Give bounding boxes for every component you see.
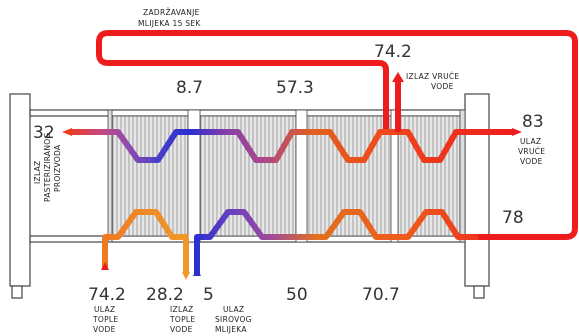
temp-warm-water-in: 74.2 [88,285,126,305]
caption-raw-milk-in-1: ULAZ [223,305,244,314]
caption-pasteurized-out-1: IZLAZ [33,161,42,184]
warm-water-path [102,209,189,272]
caption-raw-milk-in-2: SIROVOG [215,315,252,324]
holding-tube-loop [96,30,578,240]
raw-milk-in-arrow [193,268,201,276]
caption-hot-water-out-1: IZLAZ VRUĆE [406,72,459,81]
temp-raw-milk-in: 5 [203,285,214,305]
caption-warm-water-in-1: ULAZ [94,305,115,314]
holding-label-line2: MLIJEKA 15 SEK [138,19,201,28]
caption-warm-water-in-3: VODE [93,325,116,334]
caption-pasteurized-out-2: PASTERIZIRANOG [43,132,52,202]
temp-mid-top-left: 8.7 [176,78,203,98]
warm-water-out-arrow [182,272,190,280]
temp-pasteurized-out: 32 [33,123,55,143]
caption-hot-water-in-1: ULAZ [520,137,541,146]
top-flow-path [72,129,512,163]
caption-warm-water-in-2: TOPLE [92,315,118,324]
hot-water-out-arrow [392,72,404,82]
caption-hot-water-in-3: VODE [520,157,543,166]
caption-raw-milk-in-3: MLIJEKA [215,325,247,334]
caption-warm-water-out-2: TOPLE [169,315,195,324]
caption-hot-water-in-2: VRUĆE [518,147,545,156]
temp-hot-after-loop: 78 [502,208,524,228]
caption-hot-water-out-2: VODE [431,82,454,91]
hot-water-in-arrow [512,128,522,136]
raw-milk-path [194,209,478,276]
warm-water-in-arrow [101,262,109,270]
temp-hot-water-in: 83 [522,112,544,132]
holding-label-line1: ZADRŽAVANJE [143,8,200,17]
caption-warm-water-out-1: IZLAZ [170,305,193,314]
temp-bottom-mid: 50 [286,285,308,305]
temp-hot-water-return: 74.2 [374,42,412,62]
caption-warm-water-out-3: VODE [170,325,193,334]
temp-mid-top-right: 57.3 [276,78,314,98]
caption-pasteurized-out-3: PROIZVODA [53,144,62,192]
temp-warm-water-out: 28.2 [146,285,184,305]
frame [9,93,490,299]
temp-bottom-right: 70.7 [362,285,400,305]
caption-pasteurized-out: IZLAZ PASTERIZIRANOG PROIZVODA [33,132,62,202]
pasteurized-out-arrow [62,128,72,136]
